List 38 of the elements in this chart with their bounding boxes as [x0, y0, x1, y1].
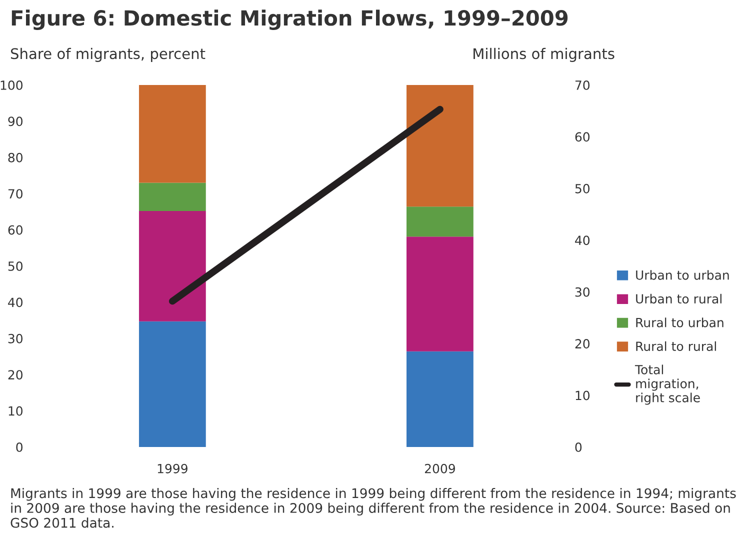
legend-label: Urban to urban [636, 270, 729, 280]
bar [406, 85, 474, 207]
y-tick-label: 30 [8, 334, 23, 344]
legend-label: Urban to rural [636, 294, 722, 304]
y2-tick-label: 30 [575, 287, 590, 297]
y-tick-label: 40 [8, 298, 23, 308]
y-tick-label: 80 [8, 152, 23, 162]
y2-tick-label: 60 [575, 132, 590, 142]
y-tick-label: 100 [0, 80, 23, 90]
y-tick-label: 70 [8, 189, 23, 199]
y2-tick-label: 70 [575, 80, 590, 90]
legend-label: Total migration, right scale [634, 364, 700, 405]
bar [138, 210, 206, 322]
chart-title: Figure 6: Domestic Migration Flows, 1999–2009 [12, 10, 568, 30]
x-tick-label: 2009 [424, 464, 455, 474]
bar [138, 182, 206, 211]
y-axis-title: Share of migrants, percent [10, 48, 206, 62]
y-tick-label: 20 [8, 370, 23, 380]
y-tick-label: 60 [8, 225, 23, 235]
y-tick-label: 90 [8, 116, 23, 126]
y2-axis-title: Millions of migrants [474, 48, 614, 62]
y2-tick-label: 10 [576, 390, 590, 400]
legend-label: Rural to urban [636, 318, 724, 328]
text: Migrants in 1999 are those having the residence in 1999 being different from the residence in 1994; migrants in 2009 are those having the residence in 2009 being different from the residence in 2004. Source: Based on GSO 2011 data. [10, 488, 736, 528]
y-tick-label: 10 [8, 406, 23, 416]
x-tick-label: 1999 [158, 464, 188, 474]
y2-tick-label: 50 [575, 184, 590, 194]
bar [406, 351, 474, 447]
y-tick-label: 50 [8, 261, 23, 271]
y-tick-label: 0 [16, 442, 23, 452]
legend-label: Rural to rural [636, 341, 716, 352]
y2-tick-label: 20 [575, 339, 590, 348]
bar [138, 321, 206, 447]
y2-tick-label: 0 [575, 442, 582, 452]
bar [406, 206, 474, 237]
bar [406, 236, 474, 352]
bar [138, 85, 206, 183]
y2-tick-label: 40 [575, 236, 590, 246]
